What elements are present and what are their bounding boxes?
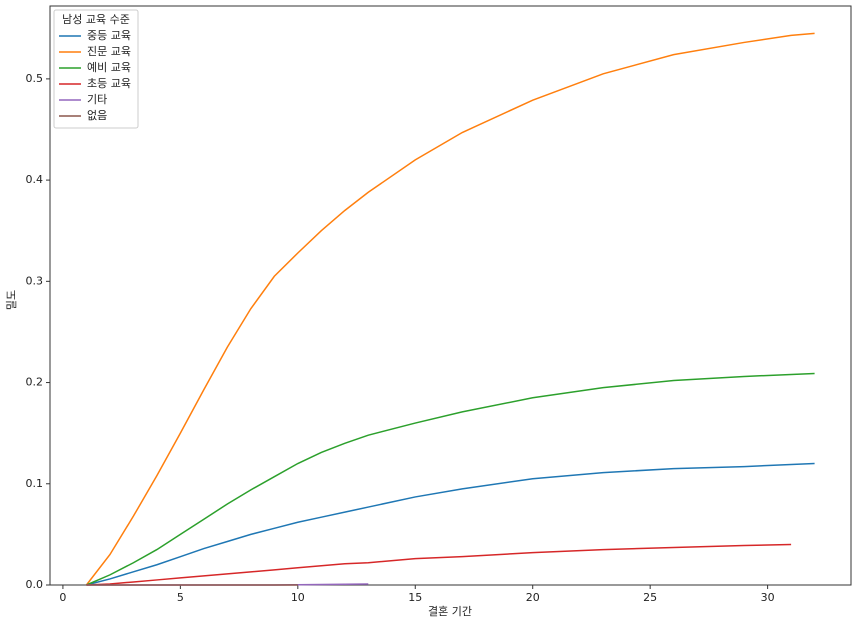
- x-tick-label: 15: [408, 591, 422, 604]
- x-axis-label: 결혼 기간: [428, 605, 472, 618]
- legend-label: 중등 교육: [87, 29, 131, 42]
- line-series: [86, 462, 815, 586]
- line-series: [86, 372, 815, 586]
- y-tick-label: 0.4: [26, 173, 44, 186]
- legend-label: 기타: [87, 93, 107, 106]
- plot-frame: [49, 5, 852, 586]
- x-tick-label: 20: [526, 591, 540, 604]
- x-tick-label: 0: [59, 591, 66, 604]
- legend-title: 남성 교육 수준: [62, 13, 130, 26]
- legend-label: 예비 교육: [87, 61, 131, 74]
- line-series: [85, 32, 815, 586]
- legend-box: [53, 9, 139, 129]
- y-axis-label: 밀도: [5, 290, 18, 310]
- y-tick-label: 0.1: [26, 477, 44, 490]
- x-tick-label: 25: [643, 591, 657, 604]
- y-tick-label: 0.2: [26, 376, 44, 389]
- y-tick-label: 0.3: [26, 274, 44, 287]
- x-tick-label: 30: [761, 591, 775, 604]
- legend-label: 진문 교육: [87, 45, 131, 58]
- line-series: [86, 543, 792, 586]
- legend-label: 초등 교육: [87, 77, 131, 90]
- x-tick-label: 10: [291, 591, 305, 604]
- y-tick-label: 0.0: [26, 578, 44, 591]
- y-tick-label: 0.5: [26, 72, 44, 85]
- x-tick-label: 5: [177, 591, 184, 604]
- legend-label: 없음: [87, 109, 107, 122]
